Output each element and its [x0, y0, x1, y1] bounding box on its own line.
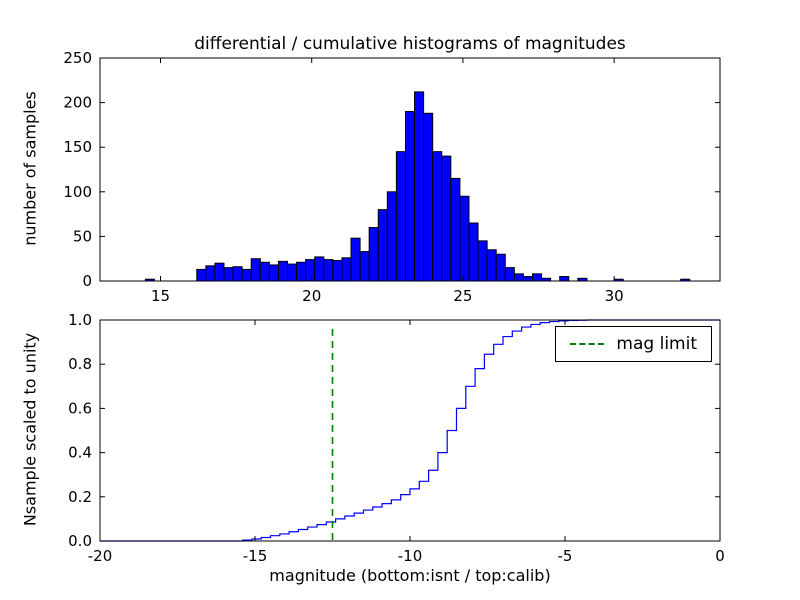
histogram-bar — [232, 266, 243, 282]
dashed-line-icon — [570, 343, 605, 345]
legend-box: mag limit — [555, 326, 712, 362]
histogram-bar — [495, 253, 506, 282]
histogram-bar — [287, 263, 298, 282]
histogram-bar — [241, 268, 252, 282]
tick-label: 200 — [63, 94, 92, 112]
histogram-bar — [531, 273, 543, 282]
tick-label: 0 — [82, 272, 92, 290]
histogram-bar — [368, 226, 379, 282]
histogram-bar — [332, 259, 343, 282]
histogram-bar — [314, 256, 325, 282]
histogram-bar — [296, 261, 307, 282]
histogram-bar — [450, 177, 461, 282]
tick-label: 0.6 — [68, 399, 92, 417]
x-axis-label: magnitude (bottom:isnt / top:calib) — [269, 566, 551, 585]
cumulative-step-line — [100, 319, 720, 542]
histogram-bar — [268, 264, 279, 282]
tick-label: 15 — [151, 287, 170, 305]
histogram-bar — [305, 259, 316, 282]
tick-label: -15 — [243, 547, 268, 565]
chart-title: differential / cumulative histograms of … — [194, 34, 626, 54]
histogram-bar — [205, 265, 216, 282]
histogram-bar — [441, 155, 452, 282]
histogram-bar — [395, 151, 406, 282]
bottom-y-axis-label: Nsample scaled to unity — [20, 332, 40, 527]
histogram-bar — [214, 262, 225, 282]
tick-label: 0.2 — [68, 488, 92, 506]
top-y-axis-label: number of samples — [20, 91, 40, 246]
tick-label: 25 — [453, 287, 472, 305]
tick-label: 0.8 — [68, 355, 92, 373]
histogram-bar — [359, 251, 370, 282]
tick-label: 250 — [63, 49, 92, 67]
histogram-bar — [423, 112, 434, 282]
histogram-bar — [432, 151, 443, 282]
histogram-bar — [513, 273, 524, 282]
histogram-bar — [486, 249, 497, 282]
histogram-bar — [459, 195, 470, 282]
legend-label: mag limit — [616, 334, 697, 354]
tick-label: 30 — [605, 287, 624, 305]
histogram-bar — [196, 268, 207, 282]
tick-label: 1.0 — [68, 311, 92, 329]
histogram-bar — [350, 237, 361, 282]
histogram-bar — [223, 267, 234, 282]
tick-label: 150 — [63, 138, 92, 156]
histogram-bar — [341, 257, 352, 282]
tick-label: 0.4 — [68, 444, 92, 462]
tick-label: 0.0 — [68, 532, 92, 550]
histogram-bar — [477, 240, 488, 282]
tick-label: -20 — [88, 547, 113, 565]
histogram-bar — [559, 276, 570, 282]
tick-label: -10 — [398, 547, 423, 565]
histogram-bar — [377, 209, 388, 282]
histogram-bar — [504, 267, 515, 282]
tick-label: 0 — [715, 547, 725, 565]
histogram-bar — [250, 258, 261, 282]
histogram-bar — [386, 191, 397, 282]
histogram-bar — [522, 276, 533, 282]
histogram-bar — [468, 222, 479, 282]
histogram-bar — [323, 259, 334, 282]
tick-label: 20 — [302, 287, 321, 305]
histogram-bar — [414, 91, 425, 282]
histogram-bar — [277, 260, 289, 282]
axes-frame — [99, 57, 721, 282]
histogram-bar — [404, 111, 416, 282]
tick-label: 50 — [73, 227, 92, 245]
histogram-bar — [259, 261, 270, 282]
tick-label: 100 — [63, 183, 92, 201]
tick-label: -5 — [558, 547, 573, 565]
